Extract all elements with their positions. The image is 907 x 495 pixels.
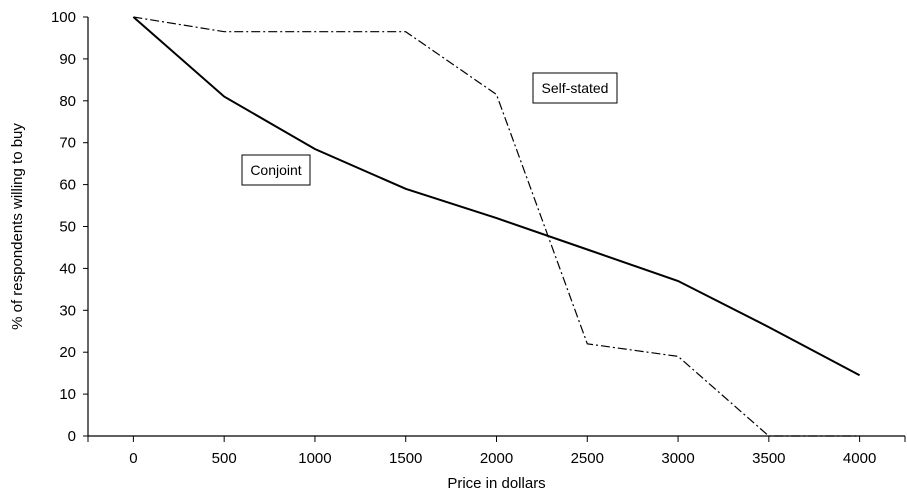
- label-text: Conjoint: [250, 162, 301, 178]
- x-tick-label: 0: [129, 450, 137, 467]
- y-tick-label: 90: [59, 51, 76, 68]
- x-tick-label: 3500: [752, 450, 785, 467]
- y-axis-title: % of respondents willing to buy: [9, 123, 26, 330]
- axes: [87, 17, 905, 437]
- y-tick-label: 70: [59, 135, 76, 152]
- x-tick-label: 2500: [571, 450, 604, 467]
- x-tick-label: 4000: [843, 450, 876, 467]
- series-line-self-stated: [133, 16, 860, 437]
- y-tick-label: 60: [59, 177, 76, 194]
- y-tick-label: 0: [68, 428, 76, 445]
- x-tick-label: 3000: [661, 450, 694, 467]
- x-tick-label: 1000: [298, 450, 331, 467]
- series-group: [132, 16, 861, 437]
- y-tick-label: 40: [59, 260, 76, 277]
- x-tick-label: 500: [212, 450, 237, 467]
- x-axis-title: Price in dollars: [447, 475, 545, 492]
- label-box: [241, 154, 311, 186]
- label-text: Self-stated: [542, 80, 609, 96]
- y-tick-label: 10: [59, 386, 76, 403]
- y-tick-label: 50: [59, 219, 76, 236]
- series-label-self-stated: Self-stated: [532, 72, 618, 104]
- series-line-conjoint: [132, 16, 861, 377]
- x-tick-label: 1500: [389, 450, 422, 467]
- y-tick-label: 100: [51, 9, 76, 26]
- series-label-conjoint: Conjoint: [241, 154, 311, 186]
- label-box: [532, 72, 618, 104]
- series-labels: Conjoint Self-stated: [241, 72, 618, 186]
- y-tick-label: 80: [59, 93, 76, 110]
- y-tick-label: 30: [59, 302, 76, 319]
- y-tick-label: 20: [59, 344, 76, 361]
- x-tick-label: 2000: [480, 450, 513, 467]
